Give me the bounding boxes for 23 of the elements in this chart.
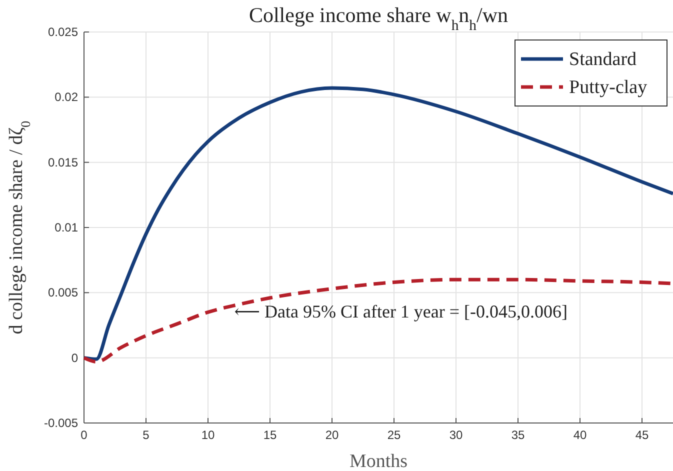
y-tick-label: 0.02: [54, 90, 78, 104]
x-tick-label: 30: [449, 428, 463, 442]
y-tick-label: 0.01: [54, 220, 78, 234]
x-tick-label: 20: [325, 428, 339, 442]
x-axis-title: Months: [349, 451, 408, 471]
x-tick-label: 25: [387, 428, 401, 442]
x-tick-label: 0: [80, 428, 88, 442]
x-tick-label: 35: [511, 428, 525, 442]
x-tick-label: 15: [263, 428, 277, 442]
line-series: [82, 278, 673, 364]
y-tick-label: 0.005: [48, 286, 78, 300]
annotation: ⟵ Data 95% CI after 1 year = [-0.045,0.006]: [234, 301, 568, 322]
y-tick-label: -0.005: [44, 416, 78, 430]
y-tick-label: 0: [71, 350, 78, 365]
chart-title: College income share w$_{h}$n$_{h}$/wn: [248, 3, 509, 34]
y-tick-label: 0.015: [48, 155, 78, 170]
legend-label: Standard: [569, 49, 638, 70]
x-tick-label: 45: [635, 428, 649, 442]
x-tick-label: 10: [201, 428, 215, 442]
x-tick-label: 5: [142, 428, 150, 442]
x-tick-label: 40: [573, 428, 587, 442]
legend-label: Putty-clay: [569, 77, 648, 98]
y-tick-label: 0.025: [48, 25, 78, 39]
